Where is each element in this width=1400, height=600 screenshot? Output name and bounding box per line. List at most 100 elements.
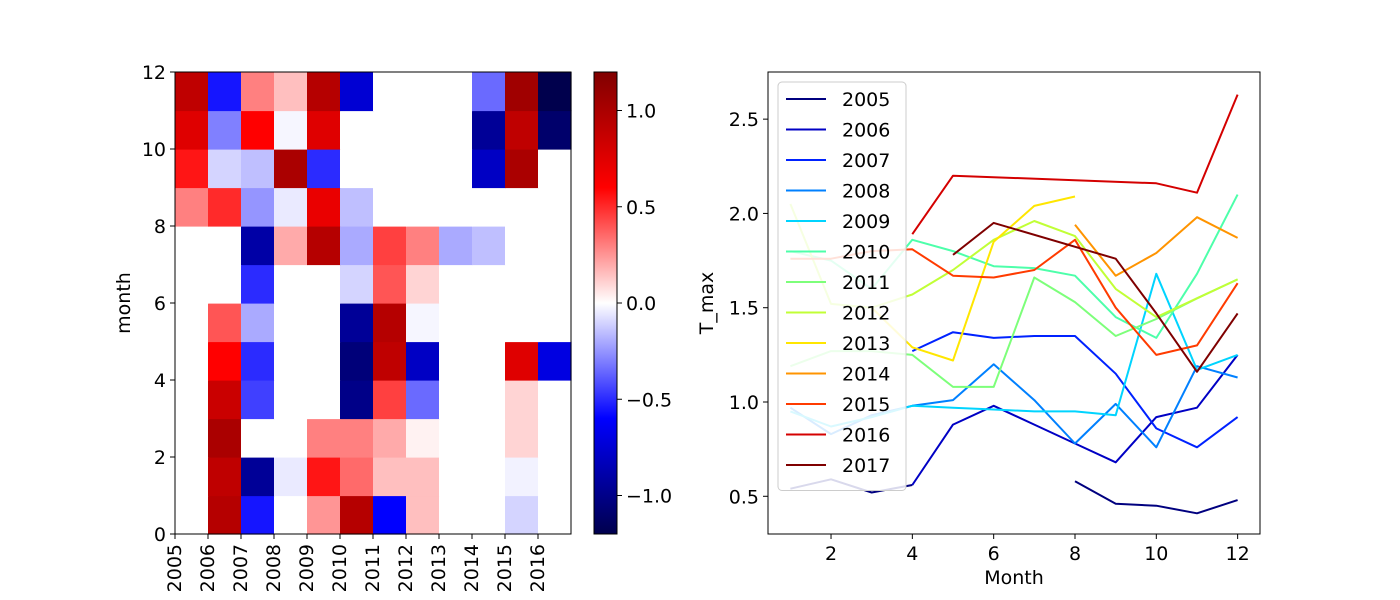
heatmap-cell — [406, 187, 440, 227]
legend-entry-label: 2013 — [842, 333, 890, 355]
heatmap-cell — [505, 457, 539, 497]
legend-entry-label: 2016 — [842, 425, 890, 447]
heatmap-cell — [175, 380, 209, 420]
heatmap-cell — [505, 264, 539, 304]
heatmap-cell — [274, 457, 308, 497]
heatmap-cell — [307, 72, 341, 112]
heatmap-cell — [373, 226, 407, 266]
heatmap-cell — [175, 149, 209, 189]
heatmap-cell — [538, 187, 572, 227]
line-x-tick-label: 4 — [906, 543, 918, 565]
heatmap-cell — [340, 72, 374, 112]
line-y-tick-label: 1.5 — [729, 298, 759, 320]
heatmap-cell — [373, 149, 407, 189]
heatmap-cell — [241, 380, 275, 420]
heatmap-cell — [208, 303, 242, 343]
heatmap-cell — [208, 72, 242, 112]
heatmap-cells — [175, 72, 572, 535]
heatmap-cell — [175, 341, 209, 381]
heatmap-x-tick-label: 2011 — [362, 544, 384, 592]
heatmap-cell — [538, 418, 572, 458]
colorbar-tick-label: −1.0 — [626, 486, 672, 508]
line-x-tick-label: 10 — [1144, 543, 1168, 565]
heatmap-cell — [406, 264, 440, 304]
heatmap-cell — [439, 303, 473, 343]
heatmap-cell — [175, 495, 209, 535]
heatmap-cell — [472, 72, 506, 112]
heatmap-cell — [307, 418, 341, 458]
legend-entry-label: 2017 — [842, 455, 890, 477]
colorbar-tick-label: 0.5 — [626, 197, 656, 219]
heatmap-cell — [208, 264, 242, 304]
heatmap-cell — [505, 226, 539, 266]
heatmap-cell — [373, 110, 407, 150]
heatmap-cell — [175, 457, 209, 497]
heatmap-y-tick-label: 2 — [154, 447, 166, 469]
heatmap-cell — [307, 495, 341, 535]
heatmap-x-tick-label: 2007 — [230, 544, 252, 592]
heatmap-cell — [241, 72, 275, 112]
heatmap-cell — [274, 149, 308, 189]
heatmap-cell — [208, 110, 242, 150]
line-series-2016 — [911, 94, 1239, 235]
heatmap-cell — [472, 226, 506, 266]
line-x-axis-label: Month — [984, 567, 1044, 589]
heatmap-cell — [406, 72, 440, 112]
heatmap-cell — [307, 226, 341, 266]
line-x-tick-label: 2 — [825, 543, 837, 565]
heatmap-cell — [307, 149, 341, 189]
heatmap-cell — [472, 264, 506, 304]
heatmap-cell — [373, 495, 407, 535]
heatmap-cell — [406, 303, 440, 343]
colorbar-ticks: 1.0 0.5 0.0 −0.5 −1.0 — [617, 101, 672, 508]
line-x-tick-label: 12 — [1226, 543, 1250, 565]
heatmap-cell — [406, 226, 440, 266]
heatmap-x-tick-label: 2008 — [263, 544, 285, 592]
legend-entry-label: 2011 — [842, 272, 890, 294]
heatmap-cell — [373, 380, 407, 420]
heatmap-cell — [274, 380, 308, 420]
heatmap-cell — [406, 418, 440, 458]
line-y-tick-label: 0.5 — [729, 486, 759, 508]
heatmap-panel: 2005 2006 2007 2008 2009 2010 2011 2012 2013 2014… — [113, 62, 572, 592]
heatmap-cell — [439, 457, 473, 497]
heatmap-cell — [208, 187, 242, 227]
heatmap-cell — [241, 187, 275, 227]
colorbar-tick-label: −0.5 — [626, 389, 672, 411]
heatmap-cell — [505, 341, 539, 381]
heatmap-cell — [472, 495, 506, 535]
heatmap-cell — [274, 303, 308, 343]
heatmap-cell — [538, 110, 572, 150]
heatmap-x-tick-label: 2005 — [164, 544, 186, 592]
heatmap-cell — [505, 110, 539, 150]
heatmap-y-tick-label: 6 — [154, 293, 166, 315]
heatmap-cell — [505, 418, 539, 458]
line-y-tick-label: 2.5 — [729, 109, 759, 131]
heatmap-cell — [472, 380, 506, 420]
heatmap-cell — [208, 226, 242, 266]
heatmap-cell — [274, 226, 308, 266]
heatmap-x-tick-label: 2013 — [428, 544, 450, 592]
legend-entry-label: 2014 — [842, 364, 890, 386]
heatmap-cell — [175, 110, 209, 150]
heatmap-cell — [373, 264, 407, 304]
heatmap-cell — [307, 457, 341, 497]
heatmap-y-tick-label: 8 — [154, 216, 166, 238]
heatmap-y-tick-label: 4 — [154, 370, 166, 392]
heatmap-cell — [241, 418, 275, 458]
heatmap-cell — [208, 341, 242, 381]
heatmap-cell — [406, 380, 440, 420]
heatmap-cell — [274, 110, 308, 150]
heatmap-cell — [340, 495, 374, 535]
heatmap-x-tick-label: 2015 — [494, 544, 516, 592]
heatmap-cell — [175, 418, 209, 458]
heatmap-cell — [175, 72, 209, 112]
heatmap-cell — [307, 110, 341, 150]
heatmap-cell — [241, 495, 275, 535]
legend-entry-label: 2005 — [842, 89, 890, 111]
heatmap-cell — [472, 341, 506, 381]
heatmap-y-tick-label: 0 — [154, 524, 166, 546]
heatmap-cell — [241, 303, 275, 343]
legend-entry-label: 2007 — [842, 150, 890, 172]
heatmap-cell — [241, 110, 275, 150]
